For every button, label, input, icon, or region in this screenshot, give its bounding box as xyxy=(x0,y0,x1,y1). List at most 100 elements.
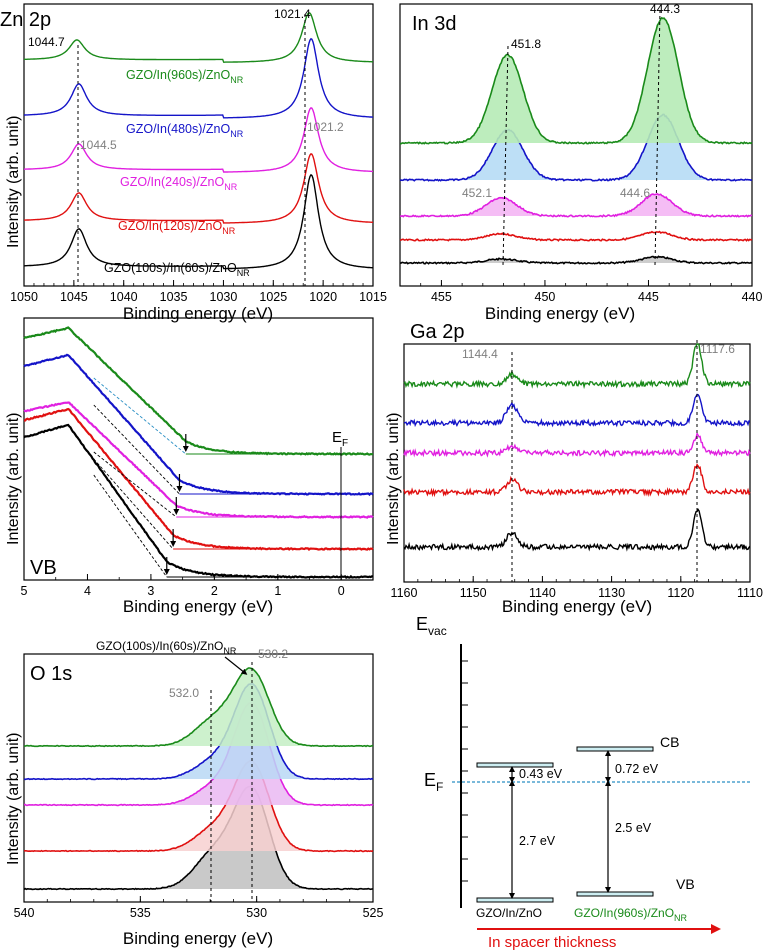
band-right-label: GZO/In(960s)/ZnONR xyxy=(574,906,688,923)
o1s-fill-black xyxy=(24,786,373,890)
zn2p-legend-120-name: GZO/In(120s)/ZnO xyxy=(118,219,222,233)
zn2p-ann-1021.2: 1021.2 xyxy=(307,120,344,134)
o1s-sample-arrow xyxy=(224,656,248,675)
in3d-peak-line-444 xyxy=(654,9,661,266)
zn2p-curve-magenta xyxy=(24,106,373,173)
zn2p-legend-960-sub: NR xyxy=(230,75,243,85)
zn2p-ann-1021.4: 1021.4 xyxy=(274,7,311,21)
zn2p-tick-label-2: 1040 xyxy=(110,290,138,304)
vb-ylabel: Intensity (arb. unit) xyxy=(5,413,22,546)
ga2p-tick-label-5: 1110 xyxy=(737,586,763,600)
o1s-ann-532.0: 532.0 xyxy=(169,686,199,700)
zn2p-ann-1044.5: 1044.5 xyxy=(80,138,117,152)
ga2p-tick-label-4: 1120 xyxy=(667,586,694,600)
ga2p-curve-magenta xyxy=(403,431,751,458)
band-right-offset: 0.72 eV xyxy=(615,762,659,776)
zn2p-curves xyxy=(24,11,374,270)
o1s-sample-label-sub: NR xyxy=(223,646,236,656)
vb-curve-black xyxy=(23,423,373,579)
vb-curve-blue xyxy=(23,353,374,497)
in3d-ann-444.6: 444.6 xyxy=(620,186,650,200)
band-right-label-main: GZO/In(960s)/ZnO xyxy=(574,906,674,920)
zn2p-tick-label-3: 1035 xyxy=(160,290,188,304)
band-right-vb xyxy=(576,891,654,897)
ga2p-curve-green xyxy=(403,343,751,390)
vb-extrapolation-blue xyxy=(93,404,180,495)
in3d-tick-label-1: 450 xyxy=(535,290,556,304)
o1s-curve-green xyxy=(23,667,374,748)
in3d-xlabel: Binding energy (eV) xyxy=(485,304,635,323)
vb-curve-red xyxy=(23,407,374,551)
o1s-tick-label-2: 530 xyxy=(246,906,267,920)
zn2p-frame xyxy=(23,3,374,287)
band-left-vb xyxy=(476,897,554,903)
band-ticks xyxy=(461,660,468,882)
in3d-curve-black xyxy=(399,255,753,265)
zn2p-curve-black xyxy=(24,173,374,270)
o1s-curve-black xyxy=(23,785,374,891)
ga2p-tick-label-3: 1130 xyxy=(598,586,625,600)
in3d-ann-444.3: 444.3 xyxy=(650,2,680,16)
band-right-cb xyxy=(576,746,654,752)
band-left-label: GZO/In/ZnO xyxy=(476,906,542,920)
zn2p-curve-red xyxy=(24,152,373,224)
zn2p-tick-label-0: 1050 xyxy=(10,290,38,304)
ga2p-frame xyxy=(403,343,751,583)
band-left-cb xyxy=(476,762,554,768)
o1s-curves xyxy=(23,667,374,891)
in3d-curves xyxy=(399,16,753,265)
zn2p-legend-120-sub: NR xyxy=(222,226,235,236)
vb-extrapolation-green xyxy=(93,377,187,455)
band-ef-main: E xyxy=(424,770,436,790)
in3d-curve-red xyxy=(399,230,753,242)
o1s-tick-label-0: 540 xyxy=(14,906,35,920)
zn2p-tick-label-4: 1030 xyxy=(210,290,238,304)
zn2p-legend-240-sub: NR xyxy=(224,182,237,192)
o1s-curve-blue xyxy=(23,683,374,781)
in3d-fill-green xyxy=(400,17,752,144)
band-evac-label: Evac xyxy=(416,614,447,638)
vb-extrapolation-black xyxy=(93,474,168,578)
zn2p-legend-480: GZO/In(480s)/ZnONR xyxy=(126,122,244,139)
zn2p-xlabel: Binding energy (eV) xyxy=(123,304,273,323)
vb-frame xyxy=(23,317,374,581)
in3d-ann-452.1: 452.1 xyxy=(462,186,492,200)
zn2p-tick-label-6: 1020 xyxy=(309,290,337,304)
zn2p-legend-480-name: GZO/In(480s)/ZnO xyxy=(126,122,230,136)
vb-title: VB xyxy=(30,557,57,579)
ga2p-ticks: 1160 1150 1140 1130 1120 1110 xyxy=(391,576,763,600)
panel-zn2p: Zn 2p Intensity (arb. unit) Binding ener… xyxy=(0,3,387,323)
ga2p-tick-label-1: 1150 xyxy=(460,586,487,600)
vb-tick-label-3: 2 xyxy=(211,584,218,598)
in3d-frame xyxy=(399,3,753,287)
zn2p-ylabel: Intensity (arb. unit) xyxy=(5,116,22,249)
vb-fermi-label-sub: F xyxy=(342,438,348,449)
o1s-curve-magenta xyxy=(24,701,374,807)
panel-o1s: O 1s Intensity (arb. unit) Binding energ… xyxy=(5,639,383,948)
zn2p-ann-1044.7: 1044.7 xyxy=(28,35,65,49)
band-vb-label: VB xyxy=(676,876,695,892)
in3d-tick-label-0: 455 xyxy=(431,290,452,304)
vb-fermi-label: EF xyxy=(332,429,348,449)
in3d-title: In 3d xyxy=(412,13,456,35)
vb-curves xyxy=(23,326,374,579)
band-cb-label: CB xyxy=(660,734,679,750)
ga2p-ann-1144.4: 1144.4 xyxy=(462,347,498,361)
o1s-curve-red xyxy=(23,759,374,853)
ga2p-tick-label-2: 1140 xyxy=(529,586,556,600)
o1s-sample-label: GZO(100s)/In(60s)/ZnONR xyxy=(96,639,237,656)
zn2p-legend-960: GZO/In(960s)/ZnONR xyxy=(126,68,244,85)
o1s-sample-label-main: GZO(100s)/In(60s)/ZnO xyxy=(96,639,223,653)
in3d-curve-green xyxy=(400,16,753,145)
in3d-ticks: 455 450 445 440 xyxy=(399,280,762,304)
panel-band: Evac EF 0.43 eV 2.7 eV GZO/In/ZnO 0.72 e… xyxy=(416,614,752,951)
vb-tick-label-4: 1 xyxy=(274,584,281,598)
panel-in3d: In 3d Binding energy (eV) 455 450 445 440 4… xyxy=(399,2,762,323)
vb-tick-label-1: 4 xyxy=(84,584,91,598)
o1s-fill-green xyxy=(24,668,373,747)
ga2p-xlabel: Binding energy (eV) xyxy=(502,597,652,616)
zn2p-legend-960-name: GZO/In(960s)/ZnO xyxy=(126,68,230,82)
zn2p-tick-label-5: 1025 xyxy=(259,290,287,304)
zn2p-tick-label-1: 1045 xyxy=(60,290,88,304)
